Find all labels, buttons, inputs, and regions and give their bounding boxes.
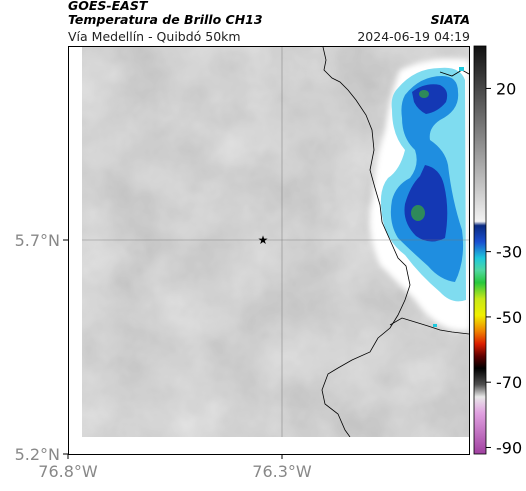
- cloud-speck: [459, 67, 464, 71]
- coastline: [439, 69, 469, 77]
- coastline: [321, 47, 411, 437]
- satellite-image: [82, 47, 469, 437]
- satellite-label: GOES-EAST: [68, 0, 148, 13]
- colorbar-tick-label: -70: [496, 373, 522, 392]
- colorbar-tick-label: -50: [496, 308, 522, 327]
- y-axis: 5.7°N 5.2°N: [15, 231, 68, 464]
- x-axis: 76.8°W 76.3°W: [38, 454, 312, 481]
- datetime-label: 2024-06-19 04:19: [357, 29, 470, 44]
- location-label: Vía Medellín - Quibdó 50km: [68, 29, 241, 44]
- y-tick-label: 5.7°N: [15, 231, 60, 250]
- cloud-core-green: [411, 205, 425, 221]
- cloud-speck: [433, 324, 437, 327]
- colorbar-ticks: 20 -30 -50 -70 -90: [486, 79, 522, 457]
- organization-label: SIATA: [430, 12, 470, 27]
- colorbar-tick-label: -90: [496, 438, 522, 457]
- x-tick-label: 76.8°W: [38, 462, 98, 481]
- coastline: [389, 317, 469, 335]
- cloud-blue-deep: [404, 84, 448, 242]
- cloud-core-green: [419, 90, 429, 98]
- map-nodata-band: [69, 47, 82, 454]
- star-icon: ★: [258, 233, 269, 247]
- y-tick-label: 5.2°N: [15, 445, 60, 464]
- colorbar-tick-label: 20: [496, 79, 516, 98]
- colorbar: [473, 45, 487, 455]
- colorbar-tick-label: -30: [496, 243, 522, 262]
- map-nodata-band: [69, 437, 469, 454]
- map-frame: [68, 46, 470, 455]
- product-title: Temperatura de Brillo CH13: [68, 12, 263, 27]
- x-tick-label: 76.3°W: [252, 462, 312, 481]
